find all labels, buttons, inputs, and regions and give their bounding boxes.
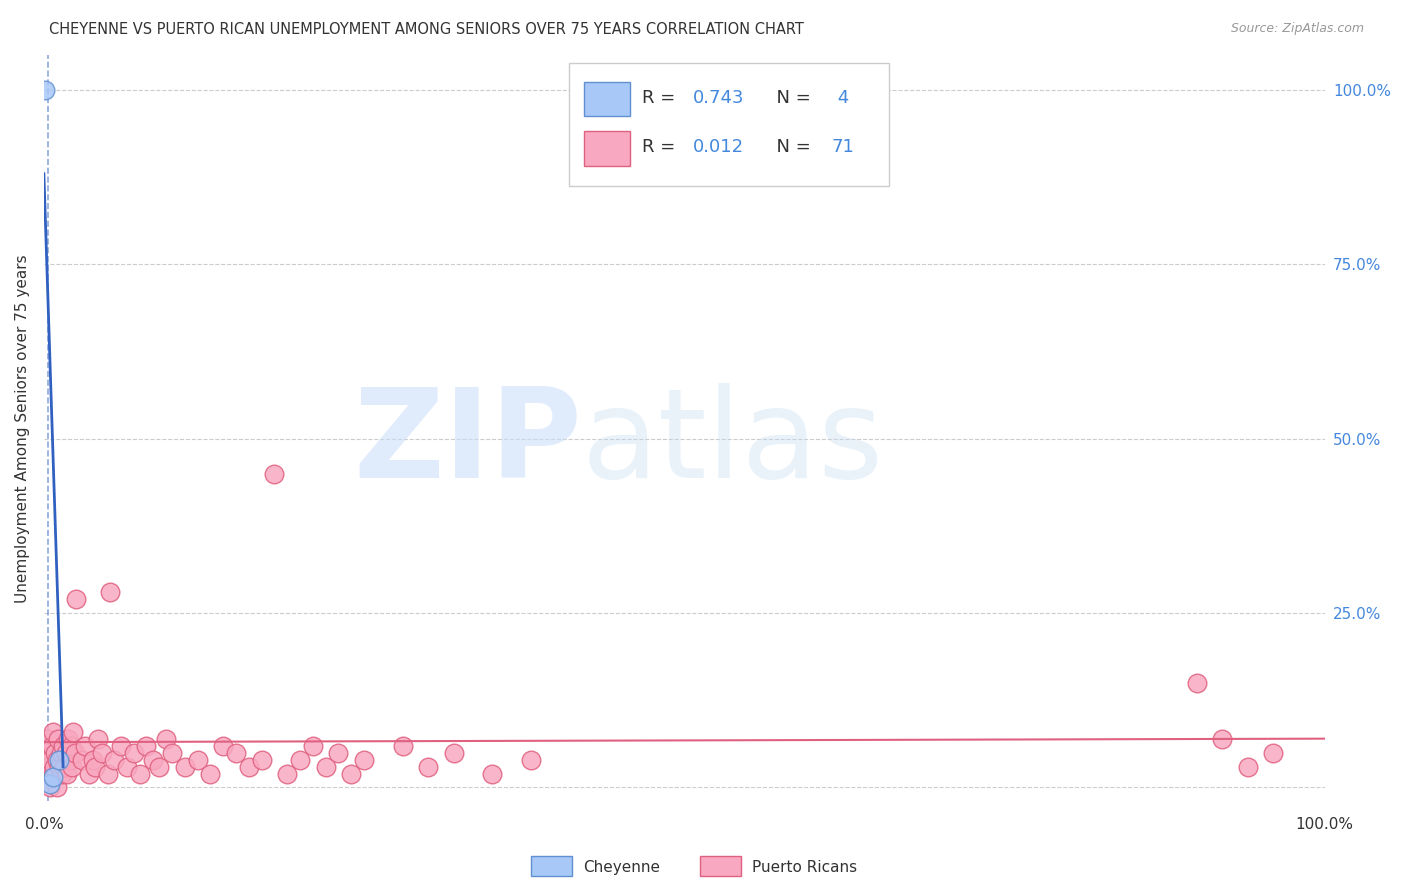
Point xyxy=(129,766,152,780)
Point xyxy=(86,731,108,746)
Point xyxy=(44,746,66,760)
Point xyxy=(39,753,62,767)
Point xyxy=(48,759,70,773)
Text: ZIP: ZIP xyxy=(353,383,582,504)
Point xyxy=(42,770,65,784)
Point xyxy=(276,766,298,780)
Point xyxy=(58,731,80,746)
Point xyxy=(135,739,157,753)
Point xyxy=(353,753,375,767)
Point xyxy=(34,83,56,97)
Point xyxy=(59,739,82,753)
Point xyxy=(46,731,69,746)
Point xyxy=(82,753,104,767)
Point xyxy=(142,753,165,767)
Point xyxy=(103,753,125,767)
Point xyxy=(263,467,285,481)
Point xyxy=(288,753,311,767)
Text: 0.743: 0.743 xyxy=(693,88,745,107)
FancyBboxPatch shape xyxy=(531,856,572,876)
Point xyxy=(173,759,195,773)
Point xyxy=(155,731,177,746)
Point xyxy=(72,753,94,767)
Point xyxy=(37,731,59,746)
Text: N =: N = xyxy=(765,88,817,107)
Text: Cheyenne: Cheyenne xyxy=(583,860,661,874)
Point xyxy=(53,759,76,773)
Point xyxy=(391,739,413,753)
Point xyxy=(39,780,62,795)
Text: CHEYENNE VS PUERTO RICAN UNEMPLOYMENT AMONG SENIORS OVER 75 YEARS CORRELATION CH: CHEYENNE VS PUERTO RICAN UNEMPLOYMENT AM… xyxy=(49,22,804,37)
Point xyxy=(35,766,58,780)
FancyBboxPatch shape xyxy=(700,856,741,876)
Point xyxy=(84,759,107,773)
Point xyxy=(42,724,65,739)
Point xyxy=(160,746,183,760)
Point xyxy=(42,766,65,780)
Point xyxy=(62,724,84,739)
Point xyxy=(187,753,209,767)
Text: Source: ZipAtlas.com: Source: ZipAtlas.com xyxy=(1230,22,1364,36)
Point xyxy=(1185,676,1208,690)
Point xyxy=(302,739,325,753)
Point xyxy=(110,739,132,753)
Point xyxy=(39,777,62,791)
Point xyxy=(49,746,72,760)
Point xyxy=(51,766,73,780)
Text: atlas: atlas xyxy=(582,383,884,504)
Point xyxy=(32,746,55,760)
Point xyxy=(328,746,350,760)
Point xyxy=(56,766,79,780)
Point xyxy=(416,759,439,773)
Point xyxy=(60,759,83,773)
Point xyxy=(519,753,541,767)
Text: R =: R = xyxy=(643,138,681,156)
Text: R =: R = xyxy=(643,88,681,107)
FancyBboxPatch shape xyxy=(585,131,630,166)
Point xyxy=(115,759,138,773)
Point xyxy=(1263,746,1285,760)
Point xyxy=(55,746,77,760)
Point xyxy=(100,585,122,599)
Point xyxy=(90,746,112,760)
Point xyxy=(77,766,100,780)
Text: 4: 4 xyxy=(831,88,849,107)
Point xyxy=(481,766,503,780)
Point xyxy=(48,753,70,767)
Point xyxy=(212,739,235,753)
Point xyxy=(200,766,222,780)
Point xyxy=(44,759,66,773)
Point xyxy=(97,766,120,780)
Point xyxy=(65,592,87,607)
Point xyxy=(148,759,170,773)
Point xyxy=(41,739,63,753)
Point xyxy=(52,739,75,753)
Text: Puerto Ricans: Puerto Ricans xyxy=(752,860,858,874)
Text: 71: 71 xyxy=(831,138,855,156)
Point xyxy=(122,746,145,760)
Point xyxy=(45,780,67,795)
FancyBboxPatch shape xyxy=(569,62,889,186)
Point xyxy=(63,746,86,760)
Text: N =: N = xyxy=(765,138,817,156)
Point xyxy=(340,766,363,780)
Point xyxy=(73,739,96,753)
Point xyxy=(250,753,273,767)
Point xyxy=(443,746,465,760)
FancyBboxPatch shape xyxy=(585,82,630,116)
Point xyxy=(38,759,60,773)
Point xyxy=(225,746,247,760)
Point xyxy=(238,759,260,773)
Point xyxy=(315,759,337,773)
Text: 0.012: 0.012 xyxy=(693,138,744,156)
Point xyxy=(58,753,80,767)
Point xyxy=(1211,731,1233,746)
Point xyxy=(1236,759,1258,773)
Point xyxy=(45,753,67,767)
Y-axis label: Unemployment Among Seniors over 75 years: Unemployment Among Seniors over 75 years xyxy=(15,254,30,603)
